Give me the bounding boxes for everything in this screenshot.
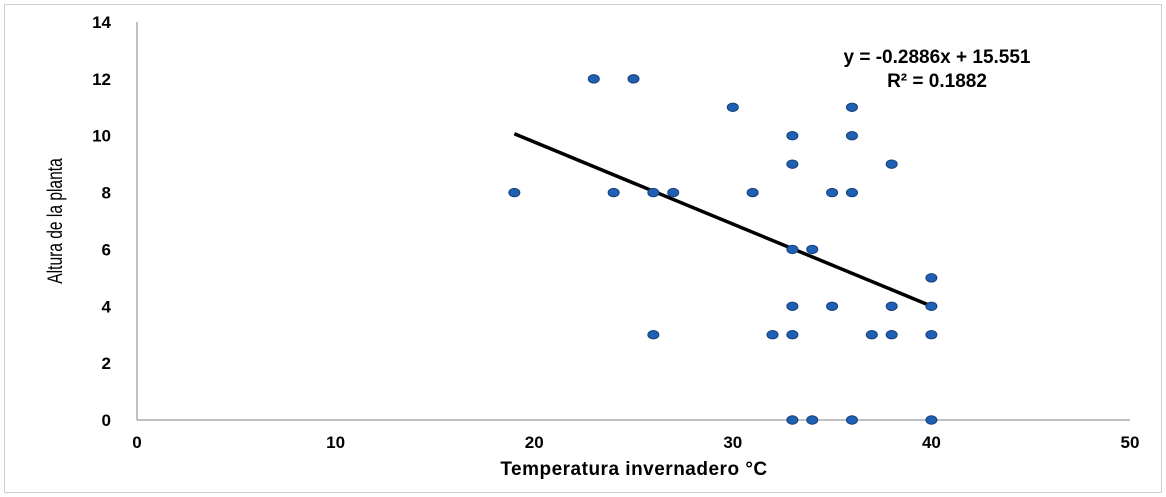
y-tick-label: 4 (102, 297, 112, 316)
data-point (845, 415, 858, 425)
data-point (766, 330, 779, 340)
data-point (845, 131, 858, 141)
data-point (786, 244, 799, 255)
y-tick-label: 2 (102, 354, 111, 373)
x-axis-title: Temperatura invernadero °C (500, 459, 767, 480)
data-point (786, 330, 799, 340)
data-point (786, 415, 799, 425)
trendline (513, 132, 933, 308)
data-point (607, 187, 620, 198)
x-tick-label: 30 (723, 433, 742, 452)
y-tick-label: 12 (92, 70, 111, 89)
data-point (826, 187, 839, 198)
data-point (885, 159, 898, 169)
data-point (885, 301, 898, 311)
x-tick-label: 0 (132, 433, 141, 452)
data-point (647, 187, 660, 198)
chart-frame (4, 4, 1162, 493)
data-point (746, 187, 759, 198)
data-points (508, 74, 938, 425)
data-point (806, 244, 819, 255)
data-point (508, 187, 521, 198)
trendline-equation: y = -0.2886x + 15.551 (844, 47, 1031, 68)
data-point (806, 415, 819, 425)
y-axis-title: Altura de la planta (43, 158, 67, 284)
data-point (786, 131, 799, 141)
data-point (726, 102, 739, 112)
tick-labels: 0 10 20 30 40 50 0 2 4 6 8 10 12 14 (92, 13, 1139, 452)
data-point (627, 74, 640, 84)
trendline-r-squared: R² = 0.1882 (887, 71, 987, 92)
data-point (885, 330, 898, 340)
y-tick-label: 10 (92, 127, 111, 146)
y-tick-label: 8 (102, 184, 111, 203)
data-point (786, 159, 799, 169)
trendline-group (513, 132, 933, 308)
data-point (826, 301, 839, 311)
data-point (925, 415, 938, 425)
x-tick-label: 50 (1121, 433, 1140, 452)
x-tick-label: 10 (326, 433, 345, 452)
data-point (925, 273, 938, 283)
data-point (865, 330, 878, 340)
y-tick-label: 6 (102, 240, 111, 259)
y-tick-label: 14 (92, 13, 111, 32)
data-point (925, 330, 938, 340)
x-tick-label: 40 (922, 433, 941, 452)
x-tick-label: 20 (525, 433, 544, 452)
data-point (845, 187, 858, 198)
data-point (786, 301, 799, 311)
data-point (647, 330, 660, 340)
data-point (845, 102, 858, 112)
data-point (667, 187, 680, 198)
data-point (587, 74, 600, 84)
data-point (925, 301, 938, 311)
axes (136, 22, 1130, 421)
y-tick-label: 0 (102, 411, 111, 430)
